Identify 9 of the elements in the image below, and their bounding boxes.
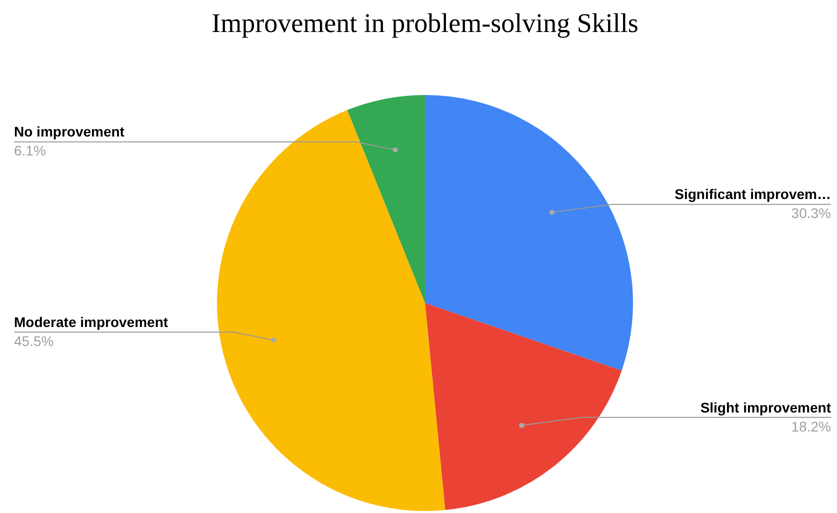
data-label: 30.3% [791,205,831,222]
data-label: 18.2% [791,418,831,434]
slice-label: Significant improvem… [674,186,831,202]
chart-title: Improvement in problem-solving Skills [210,8,640,39]
data-label: 6.1% [14,142,46,159]
slice-label: No improvement [14,124,125,140]
data-label: 45.5% [14,332,54,349]
slice-label: Moderate improvement [14,314,168,330]
slice-label: Slight improvement [700,399,832,416]
